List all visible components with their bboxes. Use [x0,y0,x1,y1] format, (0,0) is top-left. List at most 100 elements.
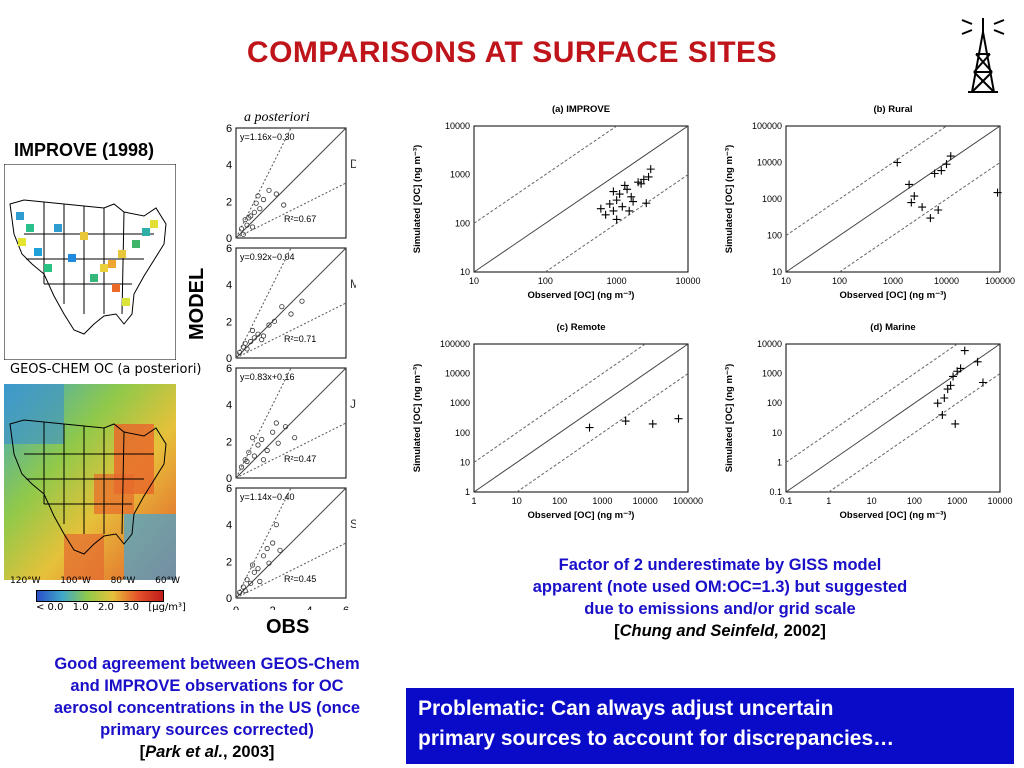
x-tick-label: 10000 [633,496,658,506]
one-to-one-line [473,343,689,493]
data-point [249,435,256,441]
x-tick-label: 0 [233,605,239,610]
data-point [246,449,252,455]
y-tick-label: 10 [460,457,470,467]
two-to-one-line [235,247,292,359]
data-point [242,588,248,594]
y-tick-label: 10000 [757,339,782,349]
x-tick-label: 10 [469,276,479,286]
r-squared-label: R²=0.71 [284,334,316,344]
data-point [266,187,272,193]
data-point [281,202,287,208]
colorbar-label: < 0.0 [36,602,64,613]
data-point [907,198,916,207]
y-tick-label: 4 [226,280,232,292]
data-point [259,436,265,443]
colorbar-labels: < 0.0 1.0 2.0 3.0 [μg/m³] [36,602,186,613]
citation-author: Park et al. [145,743,224,761]
season-label: SON [350,517,356,531]
factor-ten-line [516,373,689,493]
seasonal-scatter-panels: y=1.16x−0.30 R²=0.67 DJF 0 2 4 6 y=0.92x−0.04 R²… [226,123,356,610]
r-squared-label: R²=0.67 [284,214,316,224]
factor-ten-line [785,343,958,463]
data-point [642,199,651,208]
season-panel-son: y=1.14x−0.40 R²=0.45 SON 0 2 4 6 [226,483,356,605]
y-tick-label: 100 [767,231,782,241]
factor-ten-line [473,343,646,463]
data-point [253,200,259,206]
data-point [938,410,947,419]
data-point [273,191,279,197]
data-point [244,577,250,583]
data-point [618,202,627,211]
x-tick-label: 100000 [673,496,703,506]
data-point [601,210,610,219]
data-point [946,152,955,161]
map-lon-labels: 120°W 100°W 80°W 60°W [10,576,180,586]
y-axis-label: Simulated [OC] (ng m⁻³) [412,145,423,253]
y-tick-label: 2 [226,316,232,328]
x-tick-label: 10000 [675,276,700,286]
data-point [637,179,646,188]
geos-note-line: and IMPROVE observations for OC [70,677,344,695]
one-to-one-line [235,367,347,479]
y-tick-label: 0 [226,473,232,485]
x-tick-label: 1000 [592,496,612,506]
data-point [255,193,261,199]
callout-line: Problematic: Can always adjust uncertain [418,697,834,720]
season-panel-djf: y=1.16x−0.30 R²=0.67 DJF 0 2 4 6 [226,123,356,245]
r-squared-label: R²=0.47 [284,454,316,464]
plot-frame [235,487,347,599]
data-point [273,420,279,426]
data-point [248,580,254,586]
lon-label: 80°W [110,576,136,586]
data-point [279,304,285,310]
problematic-callout: Problematic: Can always adjust uncertain… [406,688,1014,764]
one-to-two-line [235,302,347,359]
y-tick-label: 6 [226,483,232,495]
data-point [255,566,261,572]
y-tick-label: 4 [226,520,232,532]
data-point [288,311,294,317]
geos-note-line: aerosol concentrations in the US (once [53,699,361,717]
obs-axis-label: OBS [266,616,310,638]
plot-frame [473,343,689,493]
data-point [275,440,281,446]
data-point [273,522,279,528]
data-point [237,589,243,596]
y-tick-label: 0 [226,233,232,245]
x-tick-label: 100 [552,496,567,506]
improve-map [4,164,176,360]
data-point [978,378,987,387]
x-tick-label: 2 [270,605,276,610]
data-point [930,169,939,178]
factor-ten-line [473,125,617,224]
x-tick-label: 10 [781,276,791,286]
callout-line: primary sources to account for discrepan… [418,727,895,750]
x-tick-label: 1 [471,496,476,506]
fit-equation: y=0.92x−0.04 [240,252,295,262]
plot-frame [235,367,347,479]
one-to-one-line [785,343,1001,493]
factor-ten-line [785,125,947,236]
one-to-one-line [473,125,689,273]
data-point [237,349,243,356]
data-point [629,197,638,206]
y-tick-label: 1 [777,457,782,467]
colorbar-label: 1.0 [72,602,89,613]
data-point [585,423,594,432]
data-point [674,414,683,423]
data-point [620,181,629,190]
data-point [960,346,969,355]
season-label: DJF [350,157,356,171]
y-tick-label: 100000 [752,121,782,131]
plot-frame [235,127,347,239]
scatter-panel: (d) Marine 0.1 1 10 100 1000 10000 0.1 1 10 100 100… [724,322,1013,521]
data-point [956,364,965,373]
data-point [621,417,630,426]
data-point [918,203,927,212]
y-axis-label: Simulated [OC] (ng m⁻³) [724,364,735,472]
data-point [244,346,250,352]
y-tick-label: 6 [226,363,232,375]
data-point [905,180,914,189]
